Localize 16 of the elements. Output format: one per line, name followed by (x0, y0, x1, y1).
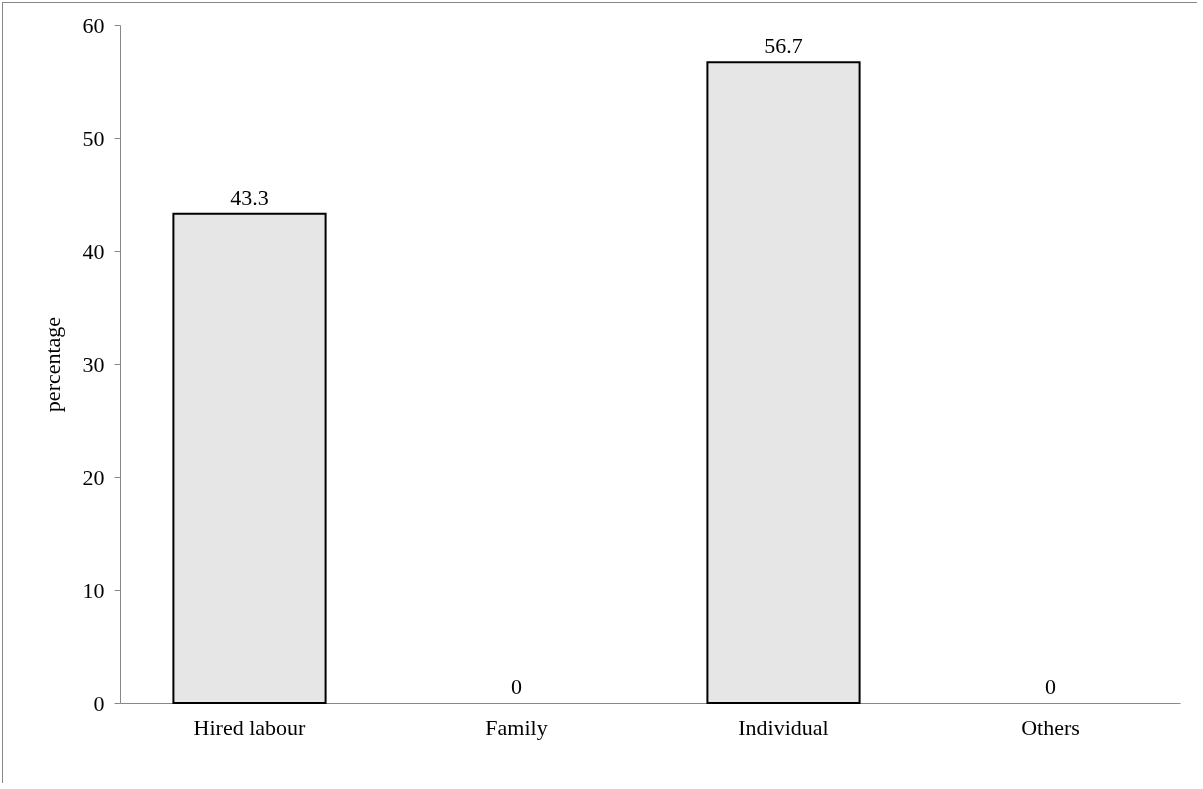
y-tick-label: 30 (82, 351, 105, 377)
y-tick-label: 60 (82, 12, 105, 38)
y-tick-label: 0 (93, 690, 105, 716)
y-tick-label: 10 (82, 577, 105, 603)
data-label: 43.3 (230, 184, 269, 210)
x-tick-label: Individual (738, 714, 829, 740)
x-tick-label: Hired labour (193, 714, 307, 740)
x-tick-label: Others (1021, 714, 1080, 740)
x-tick-label: Family (485, 714, 548, 740)
data-label: 0 (511, 674, 522, 699)
y-tick-label: 50 (82, 125, 105, 151)
y-tick-label: 40 (82, 238, 105, 264)
data-label: 56.7 (764, 33, 803, 59)
y-tick-label: 20 (82, 464, 105, 490)
y-axis-title: percentage (39, 316, 65, 413)
data-label: 0 (1045, 674, 1056, 699)
